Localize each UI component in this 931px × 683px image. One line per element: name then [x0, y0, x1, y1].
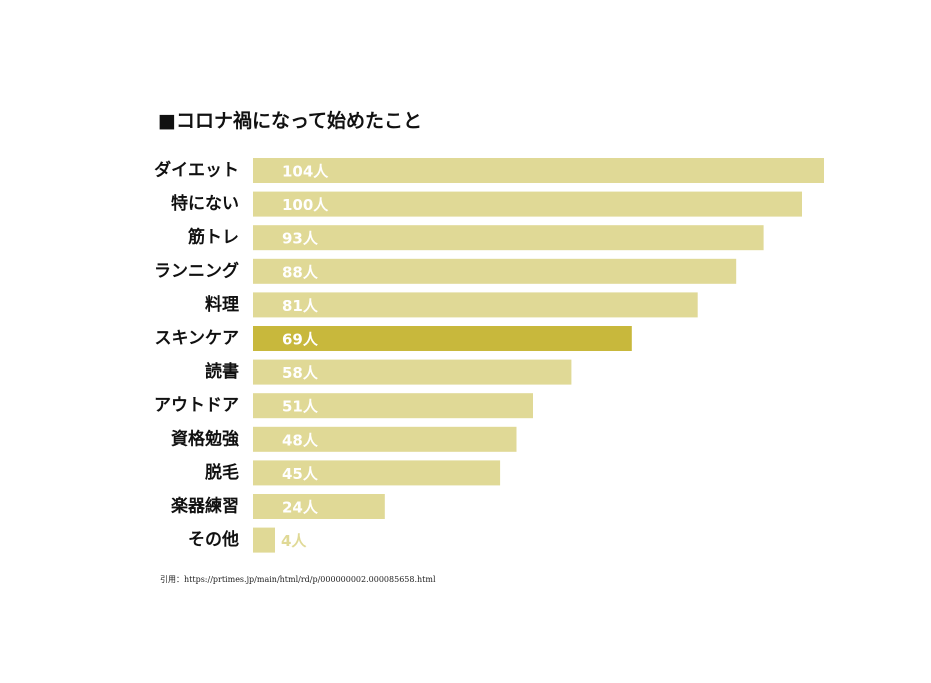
- bar-2: [253, 225, 764, 251]
- value-label: 69人: [282, 331, 319, 349]
- category-label: 楽器練習: [171, 496, 239, 517]
- bar-8: [253, 426, 517, 452]
- category-label: 料理: [205, 294, 239, 315]
- bar-0: [253, 158, 824, 183]
- category-label: 資格勉強: [171, 428, 239, 449]
- category-label: その他: [188, 529, 239, 550]
- category-label: ダイエット: [154, 160, 239, 181]
- bar-3: [253, 258, 737, 284]
- value-label: 100人: [282, 196, 329, 214]
- bar-11: [253, 527, 275, 553]
- value-label: 45人: [282, 465, 319, 483]
- value-label: 24人: [282, 499, 319, 517]
- bar-4: [253, 292, 698, 318]
- bar-1: [253, 191, 802, 217]
- value-label: 104人: [282, 163, 329, 181]
- category-label: スキンケア: [155, 329, 240, 349]
- value-label: 48人: [282, 431, 319, 449]
- value-label: 51人: [282, 398, 319, 416]
- source-citation: 引用：https://prtimes.jp/main/html/rd/p/000…: [160, 575, 436, 584]
- category-label: 特にない: [171, 193, 239, 214]
- value-label: 93人: [282, 230, 319, 248]
- value-label: 88人: [282, 263, 319, 281]
- category-label: アウトドア: [154, 396, 239, 416]
- bar-9: [253, 460, 501, 486]
- category-label: 筋トレ: [187, 227, 239, 248]
- bar-10: [253, 494, 385, 519]
- bar-5: [253, 326, 632, 351]
- category-label: 読書: [205, 361, 239, 382]
- chart-title: ■コロナ禍になって始めたこと: [158, 110, 423, 132]
- value-label: 81人: [282, 297, 319, 315]
- value-label: 58人: [282, 364, 319, 382]
- category-label: ランニング: [154, 260, 239, 281]
- value-label: 4人: [281, 532, 307, 550]
- category-label: 脱毛: [205, 462, 239, 483]
- bar-6: [253, 359, 572, 385]
- bar-7: [253, 393, 533, 419]
